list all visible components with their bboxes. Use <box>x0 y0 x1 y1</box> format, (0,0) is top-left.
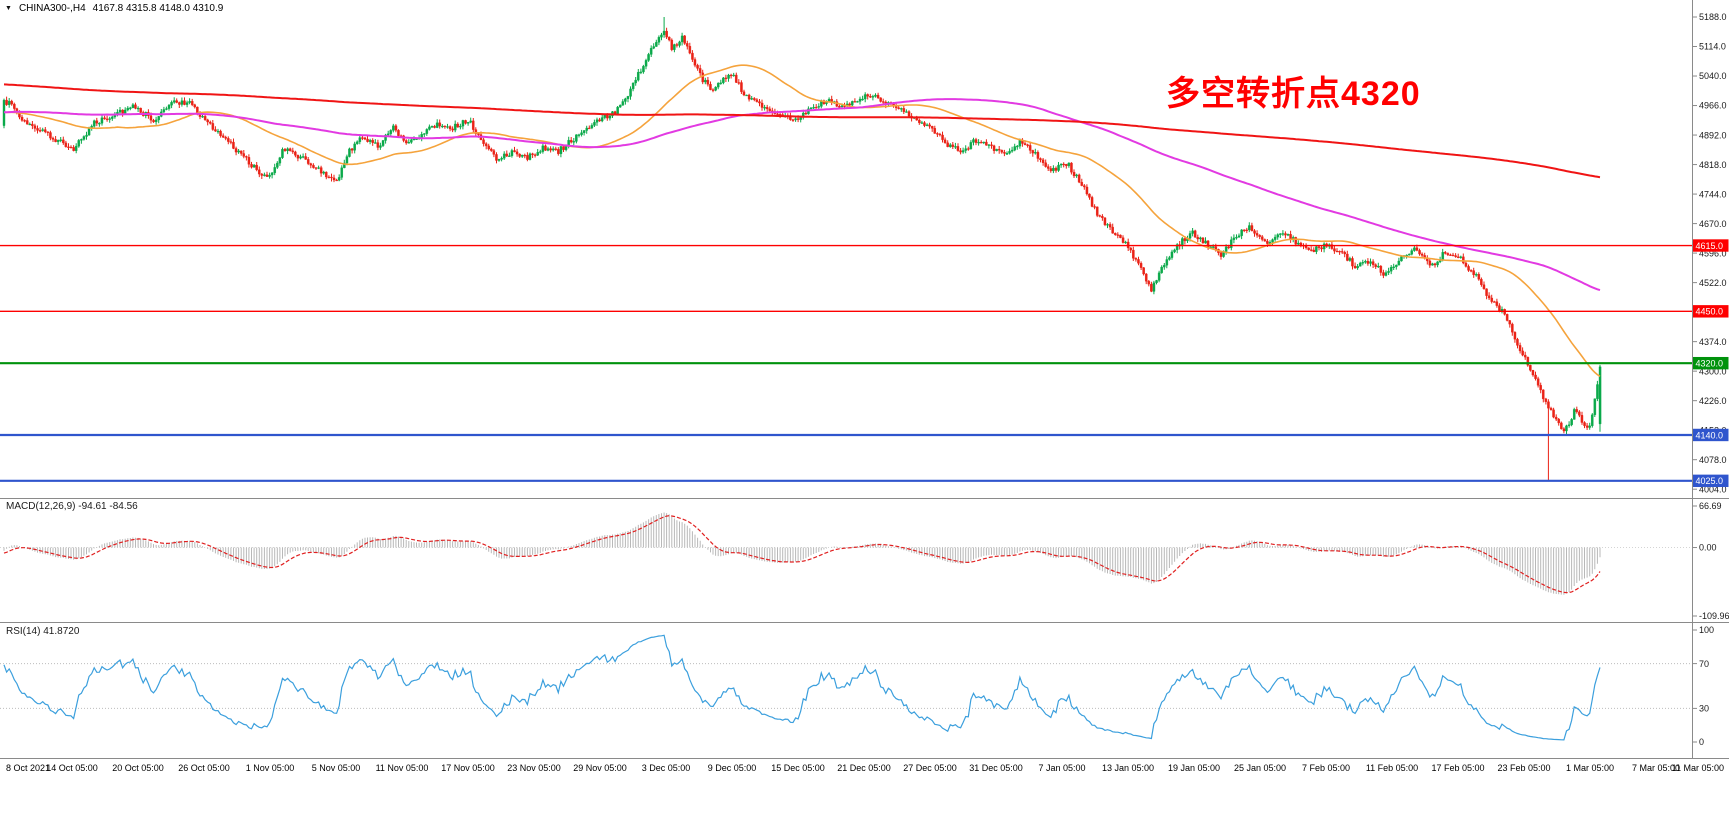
time-axis-label: 25 Jan 05:00 <box>1234 763 1286 773</box>
macd-tick-label: -109.96 <box>1699 611 1729 621</box>
price-tick-label: 4892.0 <box>1699 130 1727 140</box>
price-tick-label: 4078.0 <box>1699 455 1727 465</box>
price-tick-label: 5114.0 <box>1699 42 1726 52</box>
price-axis[interactable]: 5188.0 5114.0 5040.0 4966.0 4892.0 4818.0 4744… <box>1693 12 1727 494</box>
price-tick-label: 4670.0 <box>1699 219 1727 229</box>
ohlc-values: 4167.8 4315.8 4148.0 4310.9 <box>92 3 224 14</box>
price-tick-label: 5188.0 <box>1699 12 1727 22</box>
time-axis-label: 7 Jan 05:00 <box>1038 763 1085 773</box>
price-tag-4140.0 <box>1693 428 1729 442</box>
time-axis-label: 7 Mar 05:00 <box>1632 763 1680 773</box>
chart-dropdown-icon[interactable]: ▼ <box>5 4 12 12</box>
macd-panel[interactable]: 66.69 0.00 -109.96 <box>0 501 1729 621</box>
ohlc-header: ▼ CHINA300-,H4 4167.8 4315.8 4148.0 4310… <box>5 3 223 14</box>
time-axis-label: 3 Dec 05:00 <box>642 763 691 773</box>
time-axis-label: 13 Jan 05:00 <box>1102 763 1154 773</box>
symbol-timeframe-label: CHINA300-,H4 <box>18 3 86 14</box>
price-tick-label: 4300.0 <box>1699 366 1727 376</box>
price-tick-label: 4226.0 <box>1699 396 1727 406</box>
macd-tick-label: 66.69 <box>1699 501 1722 511</box>
macd-indicator-label: MACD(12,26,9) -94.61 -84.56 <box>6 501 138 512</box>
time-axis-label: 1 Nov 05:00 <box>246 763 295 773</box>
time-axis-label: 14 Oct 05:00 <box>46 763 98 773</box>
rsi-panel[interactable]: 100 70 30 0 <box>0 625 1714 747</box>
price-tag-4320.0 <box>1693 356 1729 370</box>
price-tick-label: 4818.0 <box>1699 160 1727 170</box>
moving-averages-layer <box>3 64 1601 378</box>
rsi-tick-label: 70 <box>1699 659 1709 669</box>
price-tick-label: 4522.0 <box>1699 278 1727 288</box>
time-axis-label: 20 Oct 05:00 <box>112 763 164 773</box>
time-axis-label: 15 Dec 05:00 <box>771 763 825 773</box>
price-tick-label: 4374.0 <box>1699 337 1727 347</box>
price-tag-4025.0 <box>1693 474 1729 488</box>
time-axis-label: 5 Nov 05:00 <box>312 763 361 773</box>
price-tag-4450.0 <box>1693 305 1729 318</box>
time-axis-label: 19 Jan 05:00 <box>1168 763 1220 773</box>
price-tag-label: 4320.0 <box>1696 359 1724 369</box>
price-tag-4615.0 <box>1693 239 1729 252</box>
rsi-tick-label: 30 <box>1699 704 1709 714</box>
macd-signal-line <box>3 515 1601 594</box>
price-tag-label: 4615.0 <box>1696 241 1724 251</box>
price-tag-label: 4140.0 <box>1696 430 1724 440</box>
time-axis-label: 11 Nov 05:00 <box>376 763 429 773</box>
price-tag-label: 4450.0 <box>1696 307 1724 317</box>
price-tick-label: 4966.0 <box>1699 101 1727 111</box>
time-axis-label: 1 Mar 05:00 <box>1566 763 1614 773</box>
price-tick-label: 4596.0 <box>1699 248 1727 258</box>
time-axis-label: 23 Nov 05:00 <box>507 763 561 773</box>
price-tag-label: 4025.0 <box>1696 476 1724 486</box>
time-axis-label: 26 Oct 05:00 <box>178 763 230 773</box>
macd-histogram <box>3 512 1601 595</box>
rsi-indicator-label: RSI(14) 41.8720 <box>6 626 80 637</box>
ma-fast-line <box>3 64 1601 378</box>
time-axis-label: 17 Nov 05:00 <box>441 763 495 773</box>
time-axis-label: 11 Feb 05:00 <box>1366 763 1418 773</box>
horizontal-lines-layer[interactable]: 4615.0 4450.0 4320.0 4140.0 4025.0 <box>0 239 1729 488</box>
price-tick-label: 4744.0 <box>1699 189 1727 199</box>
time-axis-label: 29 Nov 05:00 <box>573 763 627 773</box>
time-axis-label: 9 Dec 05:00 <box>708 763 757 773</box>
panel-separators <box>0 0 1729 759</box>
ma-slow-line <box>3 83 1601 179</box>
time-axis-label: 11 Mar 05:00 <box>1672 763 1724 773</box>
rsi-tick-label: 100 <box>1699 625 1714 635</box>
ma-medium-line <box>3 98 1601 292</box>
rsi-line <box>3 634 1601 741</box>
trend-annotation: 多空转折点4320 <box>1166 75 1421 113</box>
macd-tick-label: 0.00 <box>1699 543 1717 553</box>
time-axis-label: 8 Oct 2021 <box>6 763 50 773</box>
time-axis-label: 31 Dec 05:00 <box>969 763 1023 773</box>
time-axis-label: 23 Feb 05:00 <box>1497 763 1550 773</box>
time-axis-label: 21 Dec 05:00 <box>837 763 891 773</box>
price-tick-label: 5040.0 <box>1699 71 1727 81</box>
time-axis-label: 27 Dec 05:00 <box>903 763 957 773</box>
price-tick-label: 4004.0 <box>1699 484 1727 494</box>
rsi-tick-label: 0 <box>1699 737 1704 747</box>
time-axis-label: 17 Feb 05:00 <box>1431 763 1484 773</box>
time-axis-label: 7 Feb 05:00 <box>1302 763 1350 773</box>
